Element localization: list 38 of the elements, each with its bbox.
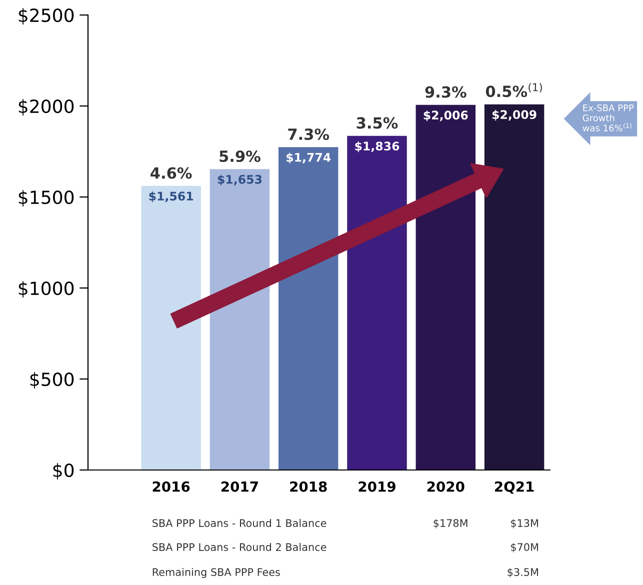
- text: Ex-SBA PPP Growth was 16%$^{(1)}$: [582, 104, 634, 132]
- bar: [484, 104, 544, 470]
- annotation: 0.5%$^{(1)}$: [486, 82, 542, 98]
- x-tick-label: 2020: [427, 481, 464, 492]
- text: SBA PPP Loans - Round 1 Balance: [152, 518, 326, 528]
- bar: [416, 104, 476, 470]
- y-tick-label: $1000: [18, 281, 74, 298]
- x-tick-label: 2016: [152, 481, 190, 492]
- y-tick-label: $2000: [18, 99, 74, 116]
- annotation: 3.5%: [356, 117, 398, 129]
- text: $3.5M: [508, 568, 538, 578]
- annotation: 4.6%: [150, 167, 192, 179]
- x-tick-label: 2019: [358, 481, 396, 492]
- y-tick-label: $2500: [18, 8, 74, 25]
- annotation: 5.9%: [220, 150, 260, 162]
- bar: [210, 169, 270, 470]
- annotation: 7.3%: [288, 128, 330, 140]
- x-tick-label: 2018: [290, 481, 327, 492]
- data-label: $2,006: [424, 110, 468, 122]
- bar: [141, 186, 201, 470]
- x-tick-label: 2Q21: [495, 481, 534, 494]
- data-label: $1,561: [149, 191, 194, 202]
- annotation: 9.3%: [425, 86, 466, 98]
- text: $70M: [511, 542, 538, 552]
- text: $13M: [511, 518, 538, 528]
- bar: [278, 147, 338, 470]
- data-label: $1,836: [355, 141, 400, 152]
- y-tick-label: $0: [53, 463, 74, 480]
- x-tick-label: 2017: [221, 481, 258, 492]
- data-label: $2,009: [492, 110, 536, 121]
- y-tick-label: $1500: [18, 190, 74, 207]
- data-label: $1,774: [286, 152, 331, 164]
- text: Remaining SBA PPP Fees: [152, 568, 280, 578]
- data-label: $1,653: [218, 174, 262, 186]
- text: SBA PPP Loans - Round 2 Balance: [152, 542, 326, 552]
- text: $178M: [434, 518, 468, 528]
- bar: [347, 136, 407, 470]
- y-tick-label: $500: [30, 372, 74, 389]
